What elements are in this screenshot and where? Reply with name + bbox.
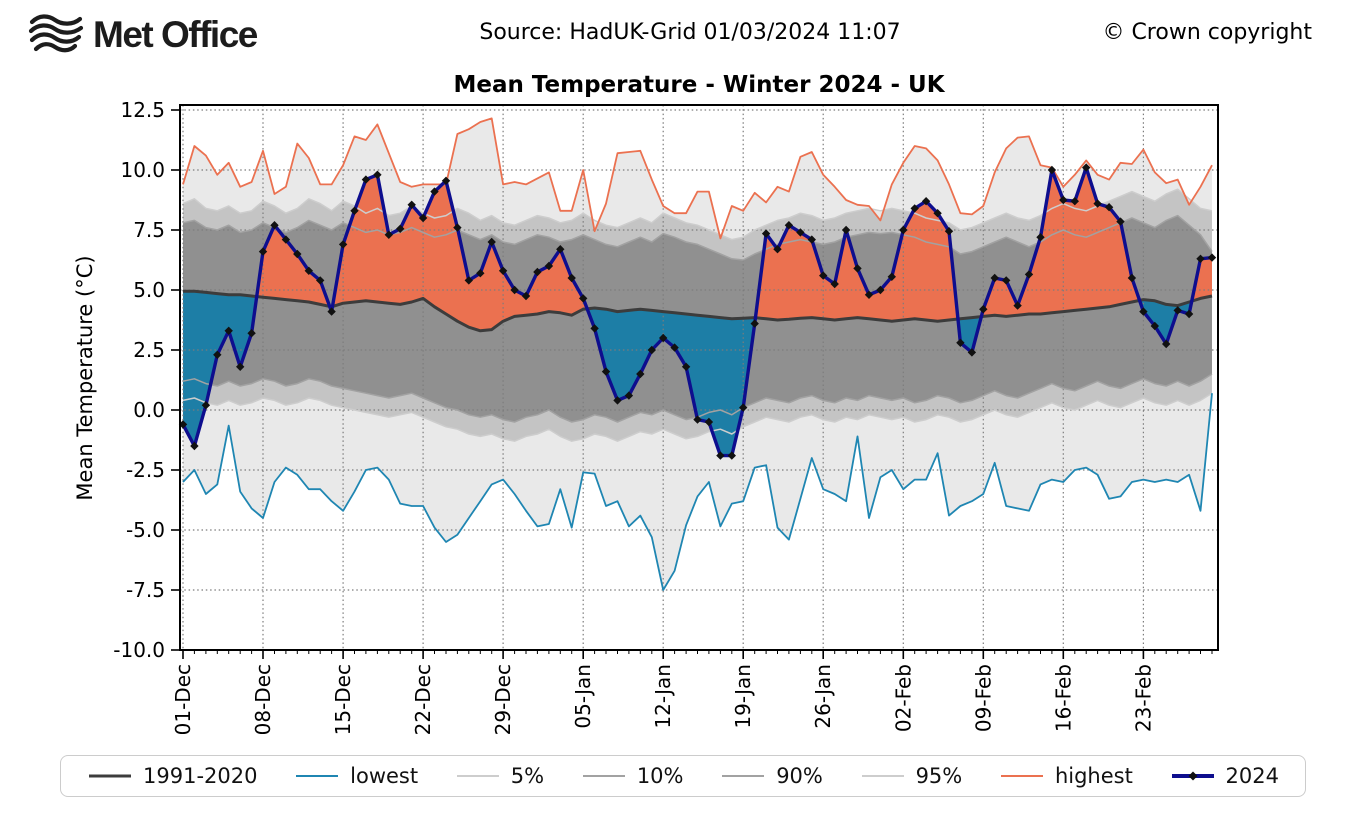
legend-label: 2024: [1225, 764, 1279, 788]
series-line-5pct: [182, 392, 1213, 442]
anomaly-fills: [183, 167, 1212, 456]
band-5%-10%: [183, 374, 1212, 442]
legend-item-highest: highest: [999, 764, 1133, 788]
y-tick-label: -10.0: [113, 638, 165, 662]
y-tick-label: -5.0: [126, 518, 165, 542]
x-tick-label: 26-Jan: [811, 664, 835, 729]
legend-item-lowest: lowest: [294, 764, 418, 788]
series-lines: [182, 117, 1213, 591]
x-tick-label: 16-Feb: [1051, 664, 1075, 732]
y-tick-label: 7.5: [133, 218, 165, 242]
axes: -10.0 -7.5 -5.0 -2.5 0.0 2.5 5.0 7.5 10.0 12.5 01-…: [73, 98, 1219, 735]
legend-label: lowest: [350, 764, 419, 788]
series-line-lowest: [182, 393, 1213, 591]
above-normal-fill: [256, 167, 1212, 331]
legend-label: 1991-2020: [143, 764, 258, 788]
legend-swatch: [1171, 771, 1214, 781]
legend-swatch: [1000, 775, 1043, 777]
legend-item-10pct: 10%: [581, 764, 684, 788]
legend-label: highest: [1054, 764, 1133, 788]
legend-item-2024: 2024: [1170, 764, 1279, 788]
x-tick-label: 12-Jan: [651, 664, 675, 729]
x-tick-label: 08-Dec: [251, 664, 275, 735]
legend-swatch: [296, 775, 339, 777]
legend-swatch: [861, 775, 904, 777]
below-normal-fill: [183, 291, 1192, 456]
met-office-logo: Met Office: [28, 12, 258, 58]
x-tick-label: 22-Dec: [411, 664, 435, 735]
chart-title: Mean Temperature - Winter 2024 - UK: [453, 72, 945, 98]
legend-item-1991-2020: 1991-2020: [87, 764, 257, 788]
met-office-waves-icon: [28, 14, 84, 53]
chart-legend: 1991-2020 lowest 5% 10% 90% 95% highest 2024: [60, 755, 1306, 797]
series-2024: [178, 163, 1217, 460]
y-axis-label: Mean Temperature (°C): [73, 255, 97, 500]
x-tick-label: 19-Jan: [731, 664, 755, 729]
copyright-text: © Crown copyright: [1102, 20, 1312, 45]
x-tick-label: 29-Dec: [491, 664, 515, 735]
legend-swatch: [456, 775, 499, 777]
source-text: Source: HadUK-Grid 01/03/2024 11:07: [479, 20, 901, 45]
y-tick-label: -2.5: [126, 458, 165, 482]
band-90%-95%: [183, 189, 1212, 260]
legend-label: 95%: [915, 764, 963, 788]
series-line-1991-2020: [183, 289, 1213, 333]
x-tick-label: 02-Feb: [891, 664, 915, 732]
legend-label: 90%: [776, 764, 823, 788]
legend-item-5pct: 5%: [455, 764, 544, 788]
y-tick-label: 0.0: [133, 398, 165, 422]
x-tick-label: 15-Dec: [331, 664, 355, 735]
legend-swatch: [89, 774, 131, 778]
series-line-highest: [182, 117, 1213, 240]
band-lowest-5%: [183, 393, 1212, 590]
legend-item-90pct: 90%: [720, 764, 823, 788]
legend-label: 10%: [636, 764, 684, 788]
legend-swatch: [722, 775, 765, 777]
y-tick-label: 12.5: [120, 98, 165, 122]
x-tick-label: 09-Feb: [971, 664, 995, 732]
y-tick-label: -7.5: [126, 578, 165, 602]
legend-swatch: [582, 775, 625, 777]
x-tick-label: 05-Jan: [571, 664, 595, 729]
y-tick-label: 10.0: [120, 158, 165, 182]
met-office-logo-text: Met Office: [93, 14, 258, 55]
y-tick-label: 2.5: [133, 338, 165, 362]
x-tick-label: 23-Feb: [1131, 664, 1155, 732]
legend-label: 5%: [510, 764, 545, 788]
x-tick-label: 01-Dec: [171, 664, 195, 735]
y-tick-label: 5.0: [133, 278, 165, 302]
legend-item-95pct: 95%: [860, 764, 963, 788]
